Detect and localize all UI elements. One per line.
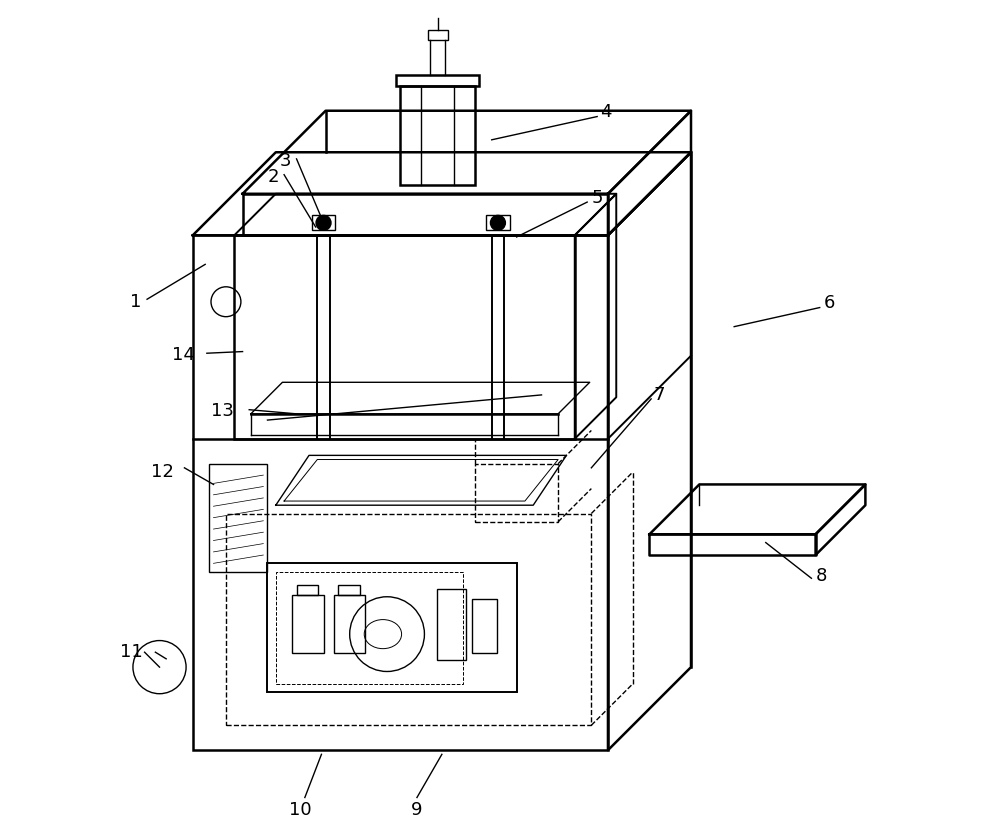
Bar — [267, 563, 517, 692]
Bar — [209, 464, 267, 572]
Circle shape — [316, 216, 331, 231]
Bar — [334, 595, 365, 654]
Text: 11: 11 — [120, 643, 142, 661]
Text: 5: 5 — [591, 189, 603, 207]
Text: 1: 1 — [130, 293, 142, 311]
Text: 4: 4 — [600, 104, 611, 121]
Bar — [400, 86, 475, 186]
Text: 9: 9 — [411, 801, 423, 819]
Bar — [338, 585, 360, 595]
Text: 12: 12 — [151, 463, 174, 481]
Bar — [475, 464, 558, 522]
Bar — [472, 599, 497, 654]
Bar — [486, 216, 510, 231]
Text: 2: 2 — [267, 168, 279, 186]
Bar — [226, 513, 591, 726]
Bar — [297, 585, 318, 595]
Bar — [437, 589, 466, 660]
Bar — [193, 235, 608, 750]
Text: 13: 13 — [211, 402, 234, 421]
Bar — [234, 235, 575, 439]
Bar — [243, 194, 608, 235]
Text: 3: 3 — [280, 151, 291, 170]
Circle shape — [490, 216, 505, 231]
Text: 10: 10 — [289, 801, 312, 819]
Text: 14: 14 — [172, 346, 195, 364]
Bar — [396, 75, 479, 86]
Bar — [292, 595, 324, 654]
Bar — [276, 572, 463, 684]
Text: 8: 8 — [816, 567, 827, 585]
Text: 6: 6 — [824, 294, 835, 313]
Bar — [428, 30, 448, 40]
Bar — [312, 216, 335, 231]
Text: 7: 7 — [654, 385, 665, 404]
